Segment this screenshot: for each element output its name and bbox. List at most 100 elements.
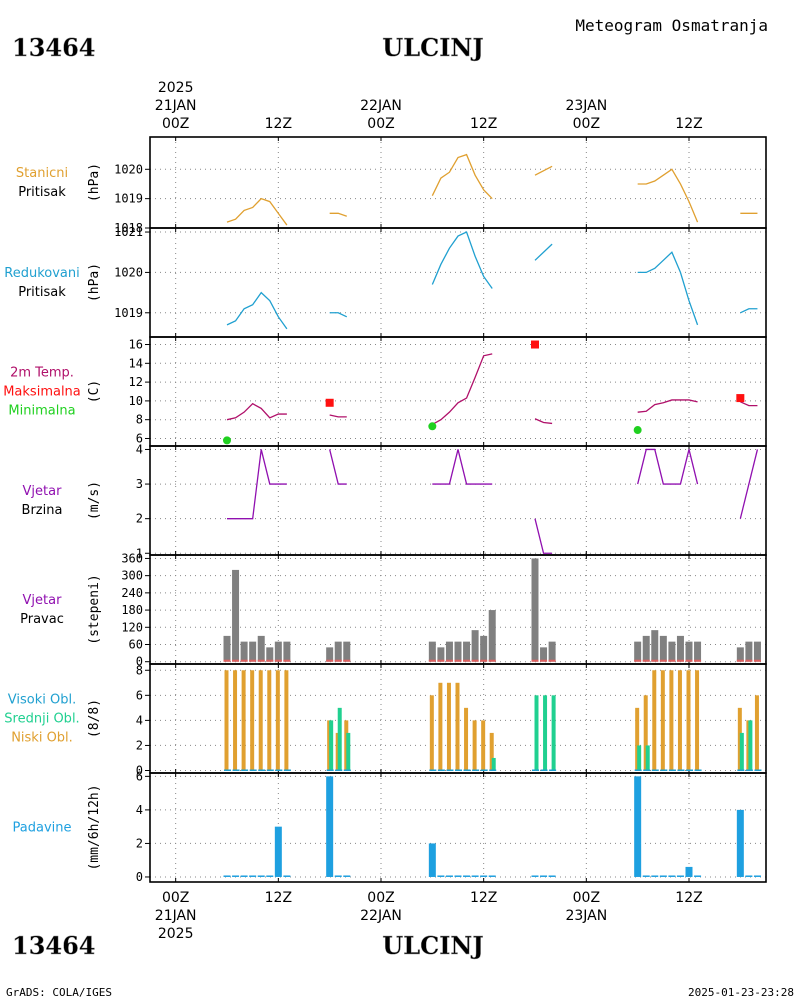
y-tick-label: 1019 [114,306,143,320]
y-tick-label: 4 [136,803,143,817]
cloud-low-bar [635,707,640,771]
panel-label: Pritisak [18,285,66,300]
wind-dir-bar [232,569,240,662]
cloud-low-bar [481,720,486,771]
precip-bar [676,875,684,877]
y-tick-label: 2 [136,836,143,850]
wind-dir-bar [694,641,702,662]
cloud-low-bar [455,682,460,771]
precip-bar [634,776,642,877]
panel-label: Minimalna [8,404,75,419]
precip-bar [266,875,274,877]
series-line [329,312,348,318]
cloud-mid-bar [337,707,342,771]
y-tick-label: 8 [136,663,143,677]
y-tick-label: 3 [136,477,143,491]
series-line [431,231,493,289]
wind-dir-base [463,659,471,662]
y-tick-label: 300 [121,569,143,583]
y-tick-label: 1 [136,546,143,560]
day-label-bottom: 23JAN [565,908,607,924]
wind-dir-bar [437,647,445,662]
cloud-high-bar [694,769,702,771]
precip-bar [531,875,539,877]
cloud-high-bar [532,769,539,771]
cloud-mid-bar [329,720,334,771]
panel-frame [149,227,767,338]
panel-3: 6 8 10 12 14 16 (C) 2m Temp. Maksimalna Minimalna [3,336,767,447]
precip-bar [668,875,676,877]
y-tick-label: 14 [129,356,143,370]
precip-bar [437,875,445,877]
precip-bar [249,875,257,877]
cloud-mid-bar [346,732,351,771]
precip-bar [257,875,265,877]
y-tick-label: 1019 [114,192,143,206]
precip-bar [326,776,334,877]
cloud-high-bar [258,769,266,771]
wind-dir-bar [745,641,753,662]
y-tick-label: 60 [129,637,143,651]
panel-label: Padavine [13,821,72,836]
panel-1: 1018 1019 1020 (hPa) Stanicni Pritisak [16,136,767,235]
y-tick-label: 1020 [114,265,143,279]
year-label-bottom: 2025 [158,926,194,942]
cloud-high-bar [232,769,240,771]
day-label-top: 22JAN [360,98,402,114]
y-tick-label: 4 [136,713,143,727]
wind-dir-bar [428,641,436,662]
wind-dir-base [548,659,556,662]
cloud-high-bar [472,769,480,771]
hour-label-top: 00Z [367,116,394,132]
series-line [637,168,699,223]
panel-label: Pravac [20,612,64,627]
series-line [431,153,493,200]
cloud-high-bar [326,769,334,771]
cloud-mid-bar [645,745,650,771]
wind-dir-base [471,659,479,662]
day-label-top: 23JAN [565,98,607,114]
time-axis: 00Z 00Z 12Z 12Z 00Z 00Z 12Z 12Z 00Z 00Z 12Z 12Z 21JA… [155,80,703,942]
cloud-mid-bar [748,720,753,771]
wind-dir-base [668,659,676,662]
wind-dir-base [274,659,282,662]
series-line [329,449,347,485]
series-line [227,449,287,520]
wind-dir-base [283,659,291,662]
wind-dir-bar [540,647,548,662]
wind-dir-base [232,659,240,662]
wind-dir-base [685,659,693,662]
wind-dir-bar [445,641,453,662]
y-tick-label: 8 [136,413,143,427]
series-line [329,212,347,217]
cloud-high-bar [463,769,471,771]
cloud-low-bar [224,670,229,771]
wind-dir-base [257,659,265,662]
wind-dir-base [326,659,334,662]
cloud-mid-bar [543,695,548,771]
precip-bar [694,875,702,877]
precip-bar [488,875,496,877]
hour-label-top: 12Z [470,116,497,132]
cloud-mid-bar [637,745,642,771]
cloud-high-bar [455,769,462,771]
cloud-high-bar [540,769,548,771]
wind-dir-bar [634,641,642,662]
cloud-high-bar [686,769,693,771]
cloud-high-bar [480,769,488,771]
cloud-high-bar [549,769,557,771]
wind-dir-bar [753,641,761,662]
y-tick-label: 12 [129,375,143,389]
wind-dir-base [634,659,642,662]
panel-label: Brzina [22,503,63,518]
cloud-low-bar [754,695,759,771]
wind-dir-base [642,659,650,662]
wind-dir-bar [471,630,479,662]
tmin-marker [223,436,231,445]
panel-frame [149,772,767,883]
series-line [329,414,347,418]
panel-frame [149,445,767,556]
y-axis-label: (m/s) [87,481,102,520]
cloud-low-bar [472,720,477,771]
